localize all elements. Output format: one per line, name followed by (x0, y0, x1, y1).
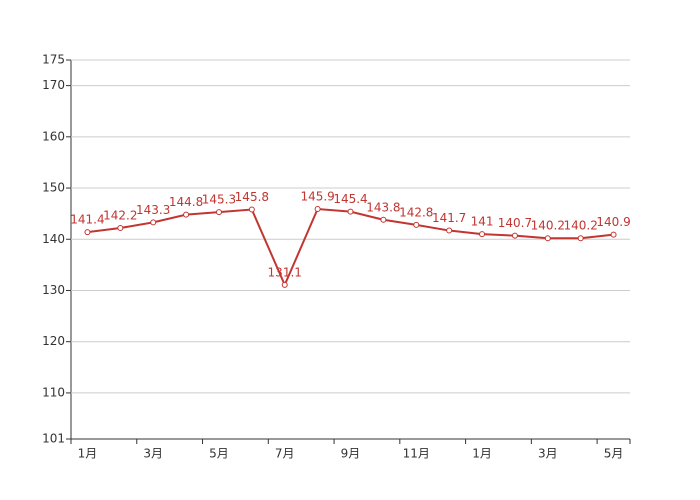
y-tick-label: 160 (42, 129, 65, 143)
y-tick-label: 130 (42, 283, 65, 297)
data-label: 141.7 (432, 211, 466, 225)
data-label: 142.8 (399, 205, 433, 219)
data-label: 140.2 (563, 219, 597, 233)
y-tick-label: 175 (42, 53, 65, 67)
point (314, 206, 321, 213)
point (479, 231, 486, 238)
point (446, 227, 453, 234)
y-tick-label: 150 (42, 181, 65, 195)
point (544, 235, 551, 242)
data-label: 143.8 (366, 200, 400, 214)
point (281, 281, 288, 288)
point (150, 219, 157, 226)
point (84, 229, 91, 236)
point (215, 209, 222, 216)
data-label: 142.2 (103, 208, 137, 222)
data-label: 141.4 (70, 213, 104, 227)
x-tick-label: 9月 (341, 447, 361, 461)
y-tick-label: 170 (42, 78, 65, 92)
data-label: 145.3 (202, 193, 236, 207)
y-tick-label: 140 (42, 232, 65, 246)
data-label: 141 (471, 215, 494, 229)
y-tick-label: 110 (42, 385, 65, 399)
point (610, 231, 617, 238)
point (248, 206, 255, 213)
data-label: 143.3 (136, 203, 170, 217)
data-label: 144.8 (169, 195, 203, 209)
data-label: 140.2 (531, 219, 565, 233)
data-label: 140.9 (596, 215, 630, 229)
point (347, 208, 354, 215)
x-tick-label: 5月 (604, 447, 624, 461)
point (117, 224, 124, 231)
data-label: 145.4 (333, 192, 367, 206)
x-tick-label: 5月 (209, 447, 229, 461)
y-tick-label: 101 (42, 432, 65, 446)
x-tick-label: 7月 (275, 447, 295, 461)
point (511, 232, 518, 239)
data-label: 145.8 (235, 190, 269, 204)
data-label: 145.9 (300, 190, 334, 204)
data-label: 140.7 (498, 216, 532, 230)
x-tick-label: 3月 (143, 447, 163, 461)
x-tick-label: 1月 (472, 447, 492, 461)
y-tick-label: 120 (42, 334, 65, 348)
point (577, 235, 584, 242)
data-label: 131.1 (268, 265, 302, 279)
point (183, 211, 190, 218)
x-tick-label: 1月 (78, 447, 98, 461)
point (380, 216, 387, 223)
x-tick-label: 3月 (538, 447, 558, 461)
x-tick-label: 11月 (403, 447, 430, 461)
point (413, 221, 420, 228)
